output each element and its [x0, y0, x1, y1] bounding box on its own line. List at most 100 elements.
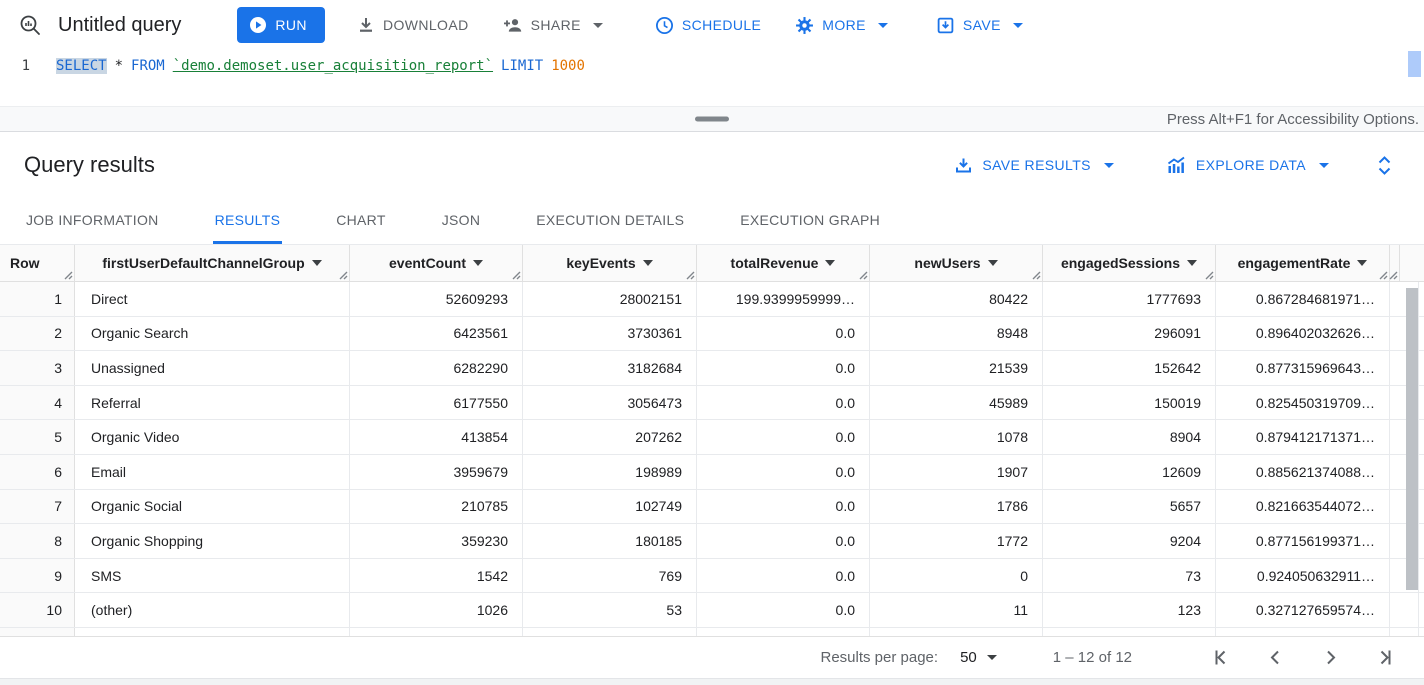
- table-cell: 123: [1043, 593, 1216, 627]
- page-size-select[interactable]: 50: [960, 649, 997, 666]
- run-button[interactable]: RUN: [237, 7, 325, 43]
- column-header-engagementRate[interactable]: engagementRate: [1216, 245, 1390, 281]
- table-cell: Referral: [75, 386, 350, 420]
- column-header-keyEvents[interactable]: keyEvents: [523, 245, 697, 281]
- table-cell: 0.0: [697, 455, 870, 489]
- share-button[interactable]: SHARE: [503, 16, 603, 34]
- table-cell: 0.867284681971…: [1216, 282, 1390, 316]
- last-page-button[interactable]: [1375, 647, 1396, 668]
- table-scrollbar-thumb[interactable]: [1406, 288, 1418, 590]
- chevron-down-icon: [1319, 163, 1329, 168]
- column-header-newUsers[interactable]: newUsers: [870, 245, 1043, 281]
- sql-code-line[interactable]: 1 SELECT * FROM `demo.demoset.user_acqui…: [0, 50, 1424, 74]
- table-cell: 134: [523, 628, 697, 636]
- save-results-button[interactable]: SAVE RESULTS: [954, 156, 1114, 175]
- table-cell: 5657: [1043, 490, 1216, 524]
- query-title[interactable]: Untitled query: [58, 14, 181, 37]
- person-add-icon: [503, 16, 523, 34]
- column-resize-handle[interactable]: [512, 271, 521, 280]
- row-number: 4: [0, 386, 75, 420]
- column-menu-icon[interactable]: [825, 260, 835, 266]
- column-header-eventCount[interactable]: eventCount: [350, 245, 523, 281]
- column-menu-icon[interactable]: [1357, 260, 1367, 266]
- row-number: 1: [0, 282, 75, 316]
- row-number: 9: [0, 559, 75, 593]
- previous-page-button[interactable]: [1265, 647, 1286, 668]
- table-body: 1Direct5260929328002151199.9399959999…80…: [0, 282, 1424, 636]
- sql-keyword-select: SELECT: [56, 58, 107, 74]
- table-cell: 413854: [350, 420, 523, 454]
- tab-results[interactable]: RESULTS: [213, 198, 283, 244]
- table-cell: 1786: [870, 490, 1043, 524]
- table-cell: 80422: [870, 282, 1043, 316]
- table-cell: 1542: [350, 559, 523, 593]
- table-cell: 207262: [523, 420, 697, 454]
- first-page-button[interactable]: [1210, 647, 1231, 668]
- column-resize-handle[interactable]: [64, 271, 73, 280]
- table-cell: 28002151: [523, 282, 697, 316]
- next-page-button[interactable]: [1320, 647, 1341, 668]
- sql-editor[interactable]: 1 SELECT * FROM `demo.demoset.user_acqui…: [0, 50, 1424, 106]
- column-menu-icon[interactable]: [312, 260, 322, 266]
- tab-execution-details[interactable]: EXECUTION DETAILS: [534, 198, 686, 244]
- table-cell: 1.0…: [1216, 628, 1390, 636]
- sql-keyword-limit: LIMIT: [501, 58, 543, 74]
- column-resize-handle[interactable]: [1389, 271, 1398, 280]
- save-button[interactable]: SAVE: [936, 16, 1023, 35]
- more-button[interactable]: MORE: [795, 16, 888, 35]
- column-menu-icon[interactable]: [1187, 260, 1197, 266]
- clock-icon: [655, 16, 674, 35]
- table-cell: 0.0: [697, 490, 870, 524]
- column-header-row[interactable]: Row: [0, 245, 75, 281]
- table-cell: 0.825450319709…: [1216, 386, 1390, 420]
- column-menu-icon[interactable]: [988, 260, 998, 266]
- explore-data-chart-icon: [1166, 156, 1187, 175]
- explore-data-button[interactable]: EXPLORE DATA: [1166, 156, 1329, 175]
- sql-table-reference-link[interactable]: `demo.demoset.user_acquisition_report`: [173, 58, 493, 74]
- download-button[interactable]: DOWNLOAD: [357, 16, 469, 34]
- results-tab-bar: JOB INFORMATION RESULTS CHART JSON EXECU…: [0, 198, 1424, 245]
- table-cell: 1907: [870, 455, 1043, 489]
- column-header-engagedSessions[interactable]: engagedSessions: [1043, 245, 1216, 281]
- tab-execution-graph[interactable]: EXECUTION GRAPH: [738, 198, 882, 244]
- table-cell: 0: [870, 559, 1043, 593]
- column-resize-handle[interactable]: [1032, 271, 1041, 280]
- table-cell: 199.9399959999…: [697, 282, 870, 316]
- column-resize-handle[interactable]: [1205, 271, 1214, 280]
- column-resize-handle[interactable]: [686, 271, 695, 280]
- column-menu-icon[interactable]: [473, 260, 483, 266]
- column-menu-icon[interactable]: [643, 260, 653, 266]
- table-cell: 359230: [350, 524, 523, 558]
- table-cell: 6282290: [350, 351, 523, 385]
- tab-chart[interactable]: CHART: [334, 198, 387, 244]
- editor-scrollbar-thumb[interactable]: [1408, 51, 1421, 77]
- table-row: 8Organic Shopping3592301801850.017729204…: [0, 524, 1424, 559]
- tab-json[interactable]: JSON: [440, 198, 483, 244]
- save-icon: [936, 16, 955, 35]
- table-row: 2Organic Search642356137303610.089482960…: [0, 317, 1424, 352]
- table-cell: 21539: [870, 351, 1043, 385]
- column-header-firstUserDefaultChannelGroup[interactable]: firstUserDefaultChannelGroup: [75, 245, 350, 281]
- table-cell: 8904: [1043, 420, 1216, 454]
- table-cell: 1772: [870, 524, 1043, 558]
- table-row: 11Paid Social9271340.0991.0…: [0, 628, 1424, 636]
- row-number: 5: [0, 420, 75, 454]
- column-header-totalRevenue[interactable]: totalRevenue: [697, 245, 870, 281]
- resize-drag-handle[interactable]: [695, 117, 729, 122]
- column-resize-handle[interactable]: [339, 271, 348, 280]
- table-cell: 3959679: [350, 455, 523, 489]
- horizontal-scrollbar-track[interactable]: [0, 678, 1424, 685]
- table-cell: Organic Search: [75, 317, 350, 351]
- table-cell: 45989: [870, 386, 1043, 420]
- schedule-button[interactable]: SCHEDULE: [655, 16, 761, 35]
- chevron-down-icon: [878, 23, 888, 28]
- table-cell: 180185: [523, 524, 697, 558]
- query-results-header: Query results SAVE RESULTS: [0, 132, 1424, 198]
- column-resize-handle[interactable]: [1379, 271, 1388, 280]
- column-resize-handle[interactable]: [859, 271, 868, 280]
- expand-results-button[interactable]: [1377, 155, 1392, 176]
- tab-job-information[interactable]: JOB INFORMATION: [24, 198, 161, 244]
- table-cell: 1078: [870, 420, 1043, 454]
- accessibility-hint: Press Alt+F1 for Accessibility Options.: [1167, 111, 1419, 128]
- row-number: 6: [0, 455, 75, 489]
